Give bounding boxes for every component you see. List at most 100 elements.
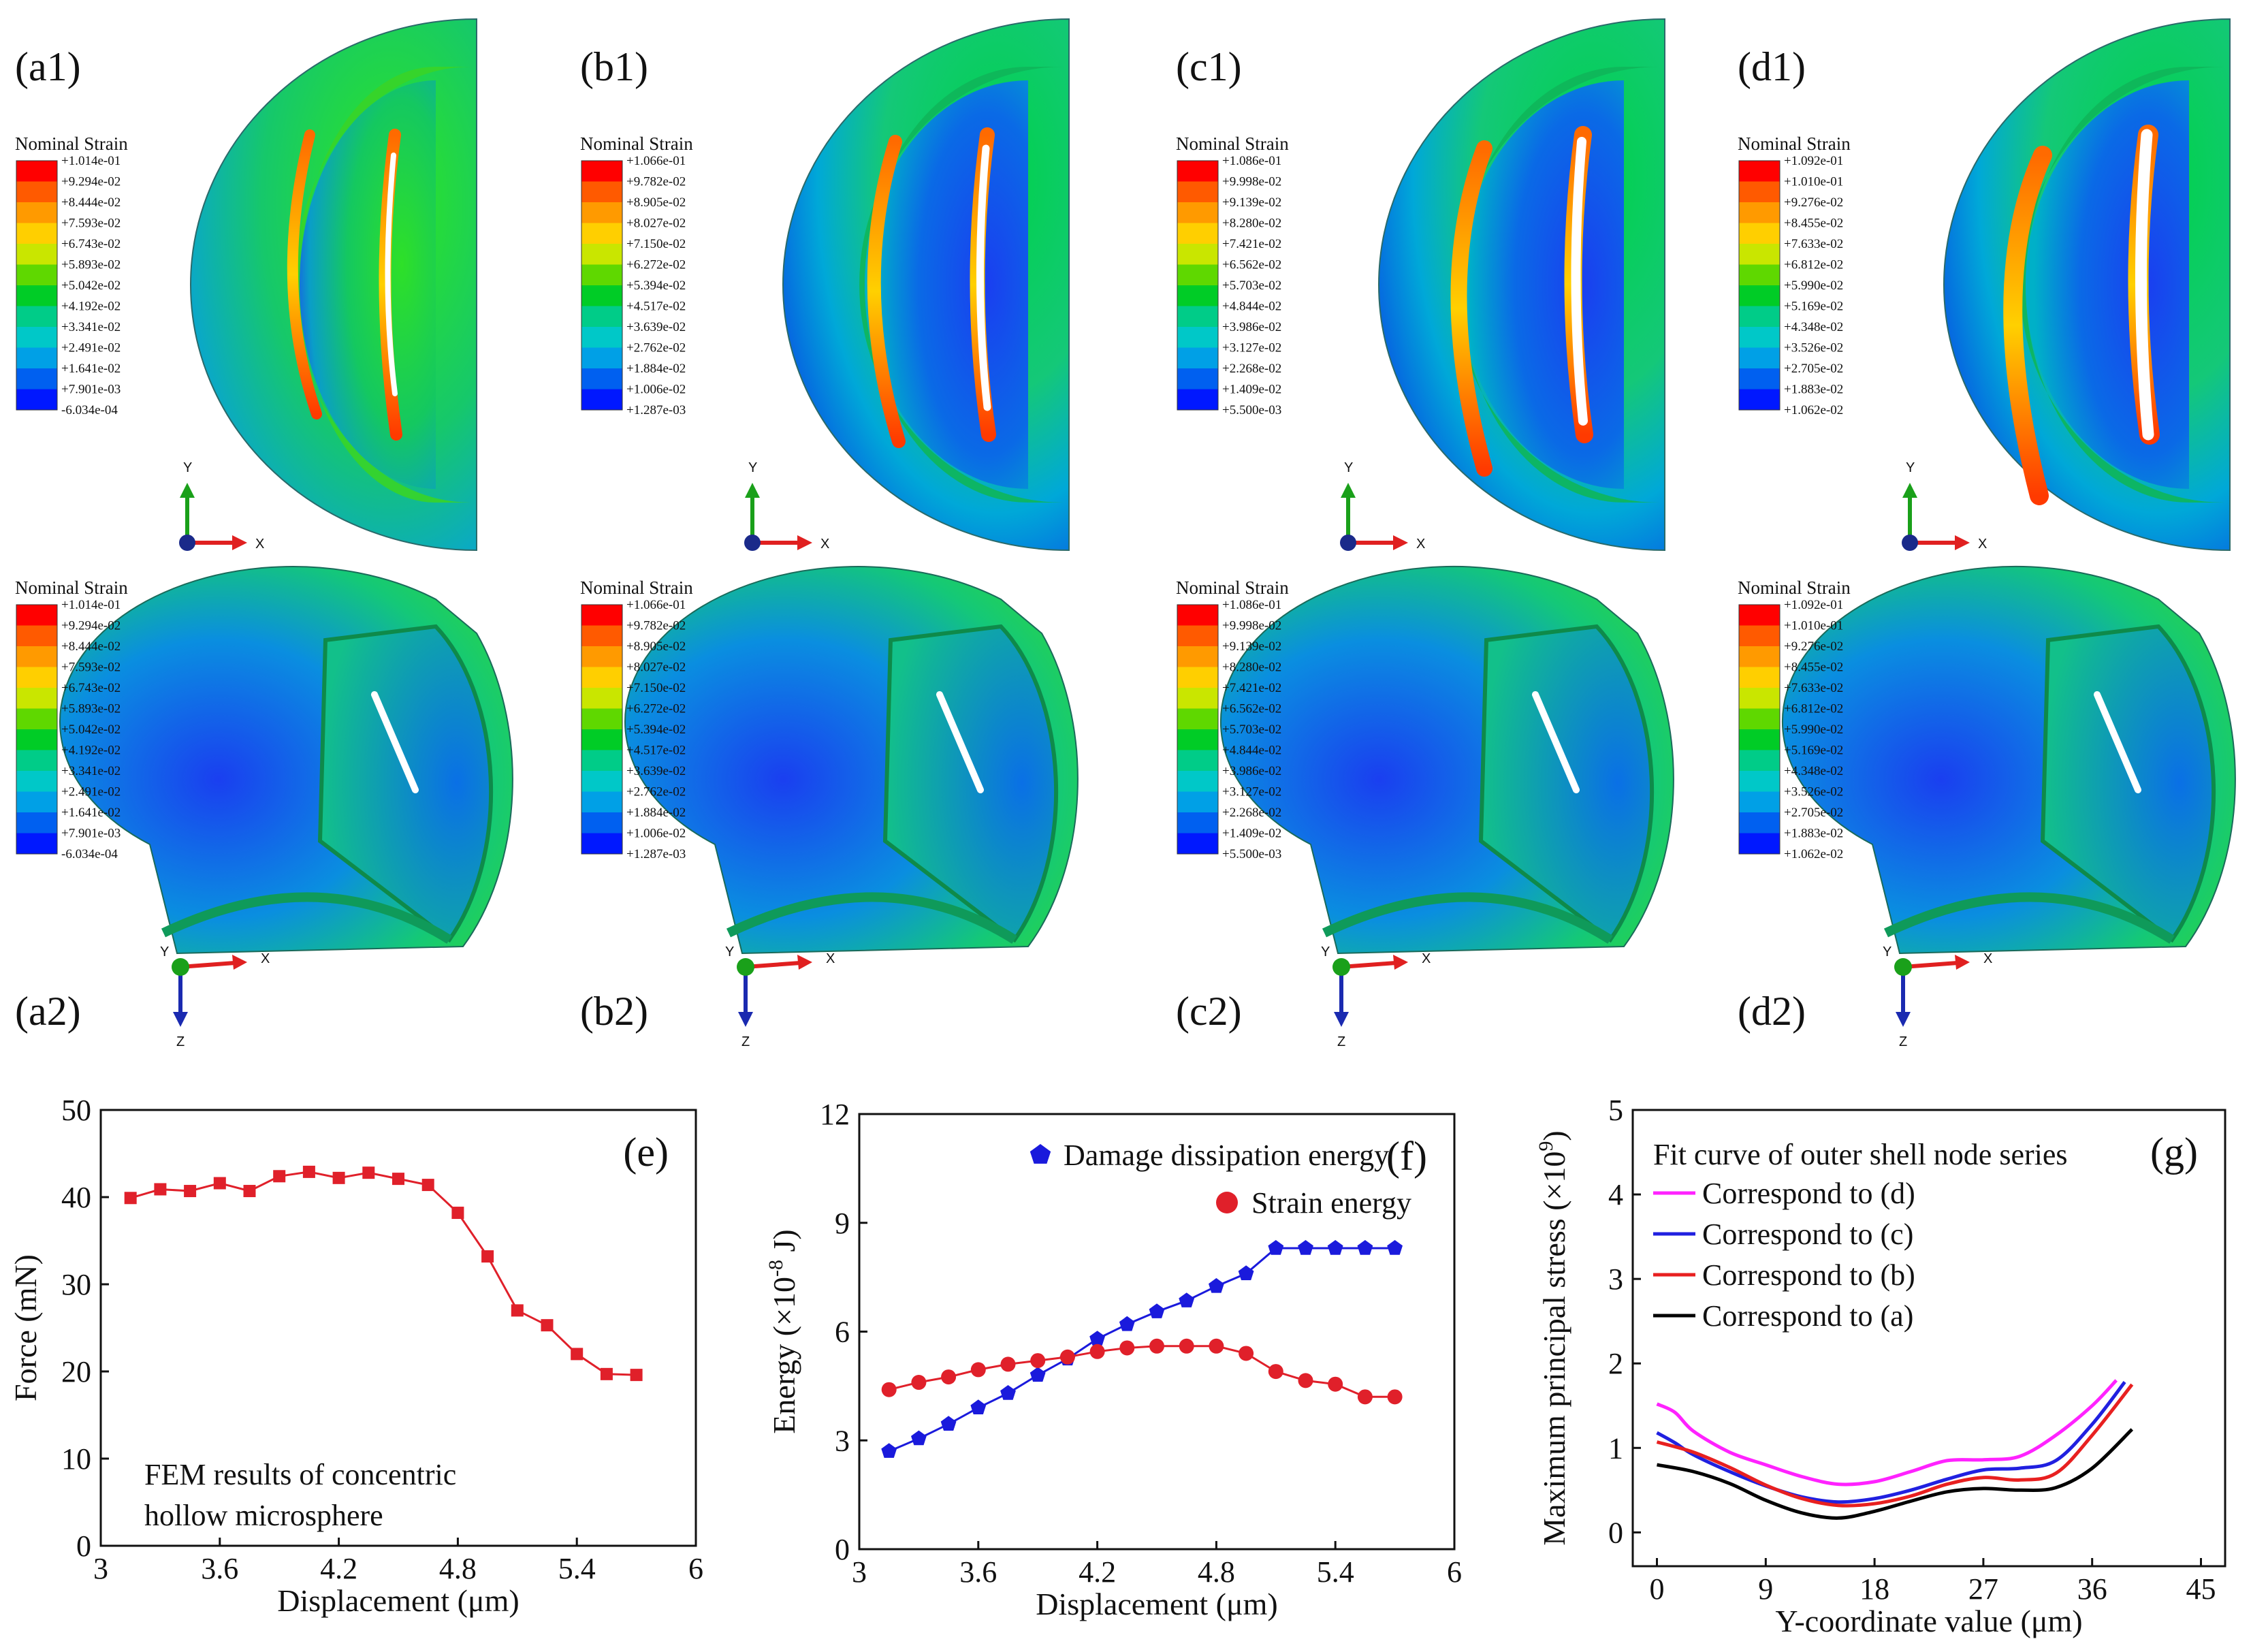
- x-tick-label: 18: [1859, 1572, 1889, 1606]
- colorbar-value: +1.092e-01: [1784, 598, 1843, 612]
- triad-z-arrow: [173, 1012, 188, 1027]
- series: [124, 1165, 643, 1382]
- crack-opening: [1571, 137, 1588, 426]
- colorbar-value: +5.893e-02: [61, 702, 121, 716]
- triad-x-axis: [180, 961, 236, 969]
- legend-label: Correspond to (a): [1702, 1299, 1913, 1333]
- axis-triad: X Y Z: [1321, 944, 1431, 1049]
- iso-shell: [624, 565, 1079, 955]
- colorbar-swatch: [16, 750, 57, 771]
- triad-y-arrow: [1902, 483, 1917, 498]
- colorbar-value: -6.034e-04: [61, 403, 118, 417]
- iso-cutaway: [882, 624, 1059, 943]
- colorbar-value: +8.027e-02: [626, 661, 686, 675]
- colorbar-title: Nominal Strain: [15, 133, 128, 154]
- data-point: [1328, 1376, 1343, 1392]
- colorbar-value: +6.743e-02: [61, 681, 121, 695]
- triad-origin: [179, 535, 195, 551]
- chart-panel-label: (f): [1386, 1134, 1427, 1179]
- triad-y-label: Y: [1906, 460, 1915, 475]
- colorbar-value: +3.127e-02: [1222, 785, 1281, 799]
- triad-x-arrow: [797, 535, 812, 550]
- panel-label: (b1): [580, 44, 648, 89]
- colorbar-value: +4.348e-02: [1784, 320, 1843, 334]
- colorbar-value: +2.705e-02: [1784, 806, 1843, 820]
- data-point: [1209, 1338, 1224, 1354]
- colorbar-swatch: [1739, 389, 1780, 410]
- colorbar-value: +9.782e-02: [626, 619, 686, 633]
- colorbar-swatch: [1177, 625, 1218, 646]
- data-point: [392, 1173, 404, 1186]
- data-point: [881, 1443, 897, 1458]
- colorbar-value: +4.192e-02: [61, 300, 121, 314]
- data-point: [1238, 1265, 1254, 1280]
- colorbar-frame: [1177, 604, 1219, 855]
- triad-x-axis: [1341, 961, 1396, 969]
- triad-x-axis: [1902, 961, 1958, 969]
- legend-label: Correspond to (c): [1702, 1218, 1913, 1251]
- colorbar-value: +1.409e-02: [1222, 383, 1281, 397]
- triad-origin: [172, 958, 189, 976]
- triad-x-arrow: [1393, 535, 1408, 550]
- triad-x-arrow: [1393, 955, 1408, 970]
- colorbar-swatch: [1177, 202, 1218, 223]
- contour-panel: (b2) Nominal Strain+1.066e-01 +9.782e-02 +8…: [580, 565, 1079, 1049]
- colorbar-value: +9.139e-02: [1222, 639, 1281, 654]
- colorbar-value: +1.883e-02: [1784, 827, 1843, 841]
- data-point: [1000, 1385, 1016, 1400]
- data-point: [541, 1319, 554, 1332]
- colorbar-swatch: [581, 223, 622, 244]
- colorbar-swatch: [581, 368, 622, 390]
- x-tick-label: 36: [2077, 1572, 2107, 1606]
- colorbar-swatch: [16, 389, 57, 410]
- data-point: [1089, 1344, 1105, 1359]
- inner-crack: [1450, 140, 1492, 477]
- y-tick-label: 4: [1608, 1178, 1623, 1211]
- colorbar-swatch: [16, 791, 57, 812]
- colorbar-value: +7.593e-02: [61, 661, 121, 675]
- data-point: [970, 1399, 987, 1414]
- colorbar-swatch: [1739, 688, 1780, 709]
- data-point: [1357, 1389, 1373, 1405]
- colorbar-value: +3.341e-02: [61, 320, 121, 334]
- colorbar-value: +6.272e-02: [626, 702, 686, 716]
- colorbar-value: +8.905e-02: [626, 195, 686, 210]
- colorbar-value: +5.703e-02: [1222, 722, 1281, 737]
- colorbar-swatch: [16, 667, 57, 688]
- colorbar-swatch: [1177, 285, 1218, 306]
- colorbar-swatch: [1739, 646, 1780, 667]
- colorbar-swatch: [581, 389, 622, 410]
- colorbar-swatch: [1177, 347, 1218, 368]
- x-tick-label: 45: [2186, 1572, 2216, 1606]
- colorbar-swatch: [1177, 688, 1218, 709]
- triad-origin: [1332, 958, 1350, 976]
- colorbar-title: Nominal Strain: [580, 133, 693, 154]
- colorbar-value: +1.014e-01: [61, 598, 121, 612]
- colorbar-value: +7.150e-02: [626, 681, 686, 695]
- plot-frame: [1631, 1109, 2226, 1568]
- colorbar-swatch: [581, 181, 622, 202]
- x-tick-label: 6: [688, 1552, 703, 1585]
- iso-shell: [1781, 565, 2236, 955]
- colorbar-swatch: [1739, 812, 1780, 833]
- inner-crack: [2003, 146, 2052, 505]
- colorbar-swatch: [1177, 389, 1218, 410]
- data-point: [1268, 1364, 1283, 1380]
- iso-rim: [726, 892, 1017, 944]
- data-point: [600, 1367, 613, 1380]
- triad-x-label: X: [1978, 537, 1987, 552]
- colorbar: [1738, 160, 1781, 411]
- data-point: [1179, 1338, 1194, 1354]
- colorbar-swatch: [1177, 791, 1218, 812]
- x-tick-label: 0: [1650, 1572, 1665, 1606]
- data-point: [1149, 1338, 1164, 1354]
- colorbar-value: +9.782e-02: [626, 175, 686, 189]
- colorbar-value: +9.998e-02: [1222, 175, 1281, 189]
- x-tick-label: 6: [1447, 1555, 1462, 1589]
- colorbar-value: +2.762e-02: [626, 785, 686, 799]
- colorbar-swatch: [1177, 812, 1218, 833]
- chart-panel-label: (g): [2150, 1130, 2198, 1175]
- iso-shell: [59, 565, 513, 955]
- colorbar-value: +8.280e-02: [1222, 661, 1281, 675]
- x-tick-label: 3: [93, 1552, 108, 1585]
